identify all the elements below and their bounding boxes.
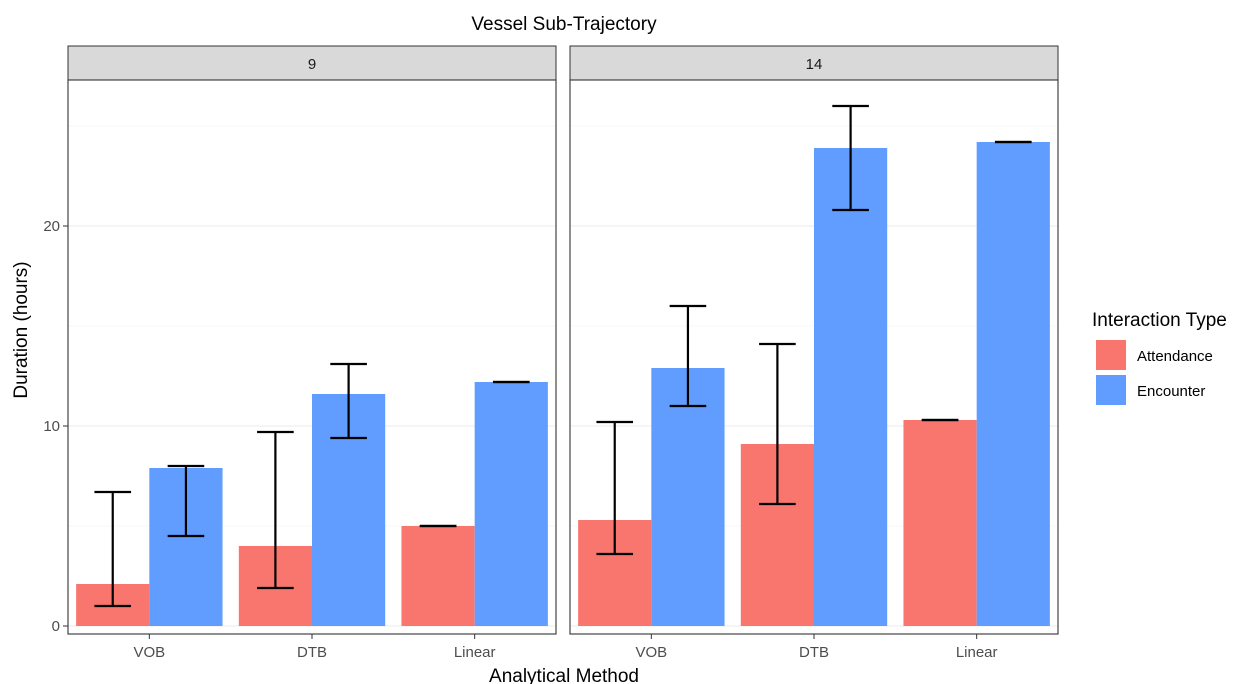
error-bar (167, 464, 205, 538)
x-axis-label: Analytical Method (489, 666, 639, 684)
facet-strip-label: 14 (806, 56, 823, 73)
facet-strip-label: 9 (308, 56, 316, 73)
bar-attendance (401, 526, 475, 626)
legend-label: Encounter (1137, 383, 1205, 400)
bar-encounter (976, 142, 1050, 626)
legend-item-attendance: Attendance (1096, 340, 1213, 370)
y-tick-label: 0 (52, 618, 60, 635)
error-bar (596, 420, 634, 556)
legend-item-encounter: Encounter (1096, 375, 1205, 405)
bar-encounter (814, 148, 888, 626)
x-tick-label: Linear (956, 644, 998, 661)
y-axis-label: Duration (hours) (11, 261, 32, 398)
y-axis: 0 10 20 (43, 218, 68, 635)
x-tick-label: VOB (635, 644, 667, 661)
y-tick-label: 20 (43, 218, 60, 235)
facet-strip (569, 45, 1059, 81)
error-bar (330, 362, 367, 440)
bar-encounter (474, 382, 548, 626)
error-bar (669, 304, 707, 408)
facet-panel-9: 9 VOB DTB Linear (67, 45, 557, 661)
legend-label: Attendance (1137, 348, 1213, 365)
facet-strip (67, 45, 557, 81)
x-tick-label: VOB (133, 644, 165, 661)
bar-encounter (651, 368, 725, 626)
facet-panel-14: 14 VOB DTB Linear (569, 45, 1059, 661)
panels-layer: 9 VOB DTB Linear 14 VOB DTB Linear (67, 45, 1059, 661)
y-tick-label: 10 (43, 418, 60, 435)
legend-key (1096, 340, 1126, 370)
chart-title: Vessel Sub-Trajectory (471, 14, 657, 35)
x-tick-label: Linear (454, 644, 496, 661)
x-tick-label: DTB (799, 644, 829, 661)
x-tick-label: DTB (297, 644, 327, 661)
error-bar (832, 104, 869, 212)
bar-attendance (903, 420, 977, 626)
error-bar (94, 490, 132, 608)
error-bar (759, 342, 796, 506)
error-bar (257, 430, 294, 590)
legend: Interaction Type Attendance Encounter (1092, 310, 1227, 405)
legend-key (1096, 375, 1126, 405)
legend-title: Interaction Type (1092, 310, 1227, 331)
